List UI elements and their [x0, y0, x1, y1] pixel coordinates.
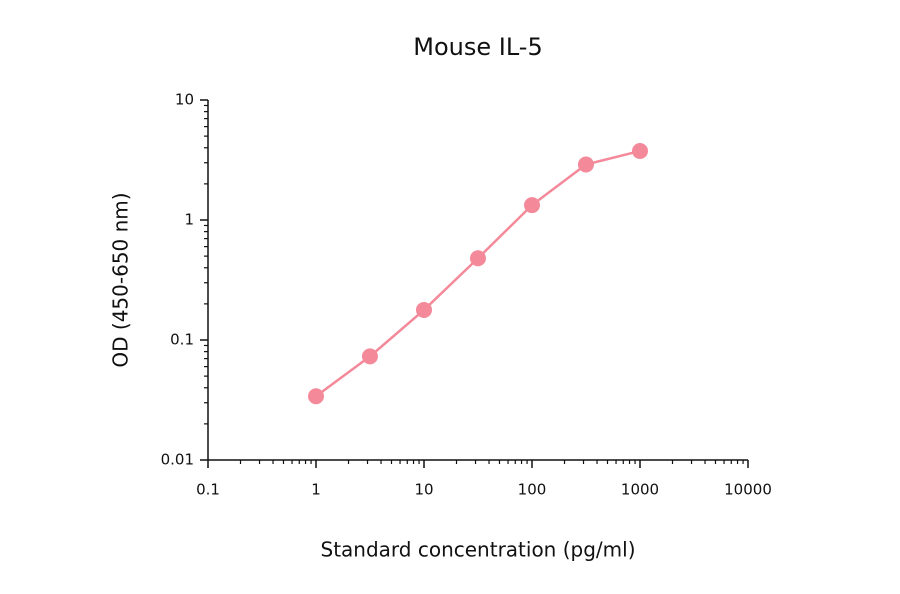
x-tick-label: 1 — [311, 481, 321, 499]
x-tick-label: 0.1 — [196, 481, 220, 499]
x-axis-label: Standard concentration (pg/ml) — [321, 538, 636, 562]
data-point — [308, 388, 324, 405]
data-point — [577, 156, 594, 173]
data-point — [469, 250, 486, 267]
y-axis-label: OD (450-650 nm) — [109, 192, 133, 367]
data-point — [632, 142, 648, 159]
x-tick-label: 10000 — [724, 481, 772, 499]
x-tick-label: 10 — [414, 481, 433, 499]
x-tick-label: 100 — [518, 481, 547, 499]
y-tick-label: 0.1 — [170, 331, 194, 349]
data-point — [361, 348, 378, 365]
chart-title: Mouse IL-5 — [413, 33, 542, 61]
data-point — [416, 301, 432, 318]
y-tick-label: 0.01 — [161, 451, 194, 469]
y-tick-label: 10 — [175, 91, 194, 109]
data-point — [524, 197, 540, 214]
x-tick-label: 1000 — [621, 481, 659, 499]
y-tick-label: 1 — [184, 211, 194, 229]
